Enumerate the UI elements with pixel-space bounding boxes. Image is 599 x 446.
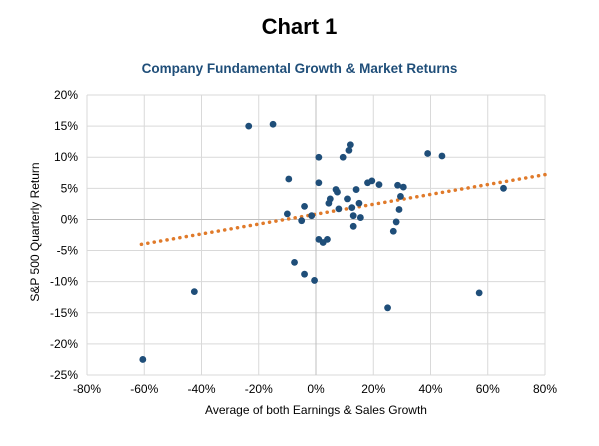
scatter-point: [399, 183, 407, 191]
scatter-point: [438, 152, 446, 160]
y-tick-label: 15%: [54, 119, 78, 133]
scatter-point: [389, 227, 397, 235]
scatter-point: [344, 195, 351, 203]
scatter-point: [392, 218, 400, 226]
y-tick-label: -15%: [50, 306, 78, 320]
scatter-point: [394, 181, 401, 189]
scatter-point: [375, 181, 383, 189]
scatter-point: [190, 288, 198, 296]
chart-title: Chart 1: [261, 14, 338, 39]
x-tick-label: -80%: [73, 382, 101, 396]
tick-labels: -80% -60% -40% -20% 0% 20% 40% 60% 80% -25% -20% -1…: [50, 88, 557, 396]
chart-subtitle: Company Fundamental Growth & Market Retu…: [141, 61, 458, 76]
scatter-point: [324, 235, 331, 243]
scatter-point: [326, 195, 334, 203]
scatter-point: [335, 205, 343, 213]
scatter-point: [283, 210, 291, 218]
scatter-point: [285, 175, 293, 183]
scatter-point: [245, 122, 253, 130]
scatter-point: [397, 193, 404, 200]
scatter-point: [475, 289, 483, 297]
scatter-point: [291, 258, 298, 266]
scatter-point: [349, 222, 357, 230]
scatter-point: [424, 150, 432, 157]
x-tick-label: 80%: [533, 382, 557, 396]
x-tick-label: 40%: [418, 382, 442, 396]
scatter-point: [139, 356, 147, 363]
scatter-point: [384, 304, 391, 312]
scatter-point: [356, 214, 364, 221]
scatter-point: [345, 146, 353, 154]
scatter-point: [334, 188, 341, 196]
x-tick-label: 20%: [361, 382, 385, 396]
scatter-point: [301, 202, 308, 210]
x-tick-label: 60%: [476, 382, 500, 396]
scatter-point: [368, 177, 376, 185]
y-tick-label: 5%: [61, 181, 79, 195]
y-tick-label: -25%: [50, 368, 78, 382]
x-tick-label: -60%: [130, 382, 158, 396]
y-tick-label: 20%: [54, 88, 78, 102]
y-tick-label: 10%: [54, 150, 78, 164]
x-axis-label: Average of both Earnings & Sales Growth: [205, 403, 427, 417]
y-axis-label: S&P 500 Quarterly Return: [28, 162, 42, 301]
scatter-point: [315, 153, 323, 161]
scatter-point: [355, 199, 363, 207]
scatter-point: [308, 212, 316, 220]
x-tick-label: -20%: [245, 382, 273, 396]
y-tick-label: -20%: [50, 337, 78, 351]
scatter-point: [346, 141, 354, 149]
scatter-point: [315, 179, 323, 187]
y-tick-label: -5%: [57, 244, 79, 258]
scatter-point: [298, 217, 306, 225]
gridlines: [86, 94, 546, 376]
scatter-point: [352, 186, 360, 193]
x-tick-label: 0%: [307, 382, 325, 396]
y-tick-label: -10%: [50, 275, 78, 289]
axes: [87, 95, 545, 375]
scatter-point: [349, 212, 357, 220]
y-tick-label: 0%: [61, 212, 79, 226]
data-points: [139, 120, 507, 363]
scatter-point: [269, 120, 277, 128]
scatter-point: [500, 184, 507, 192]
scatter-point: [395, 206, 403, 213]
scatter-point: [339, 153, 347, 161]
x-tick-label: -40%: [187, 382, 215, 396]
scatter-point: [301, 270, 308, 278]
scatter-point: [348, 204, 356, 212]
scatter-point: [311, 277, 318, 284]
